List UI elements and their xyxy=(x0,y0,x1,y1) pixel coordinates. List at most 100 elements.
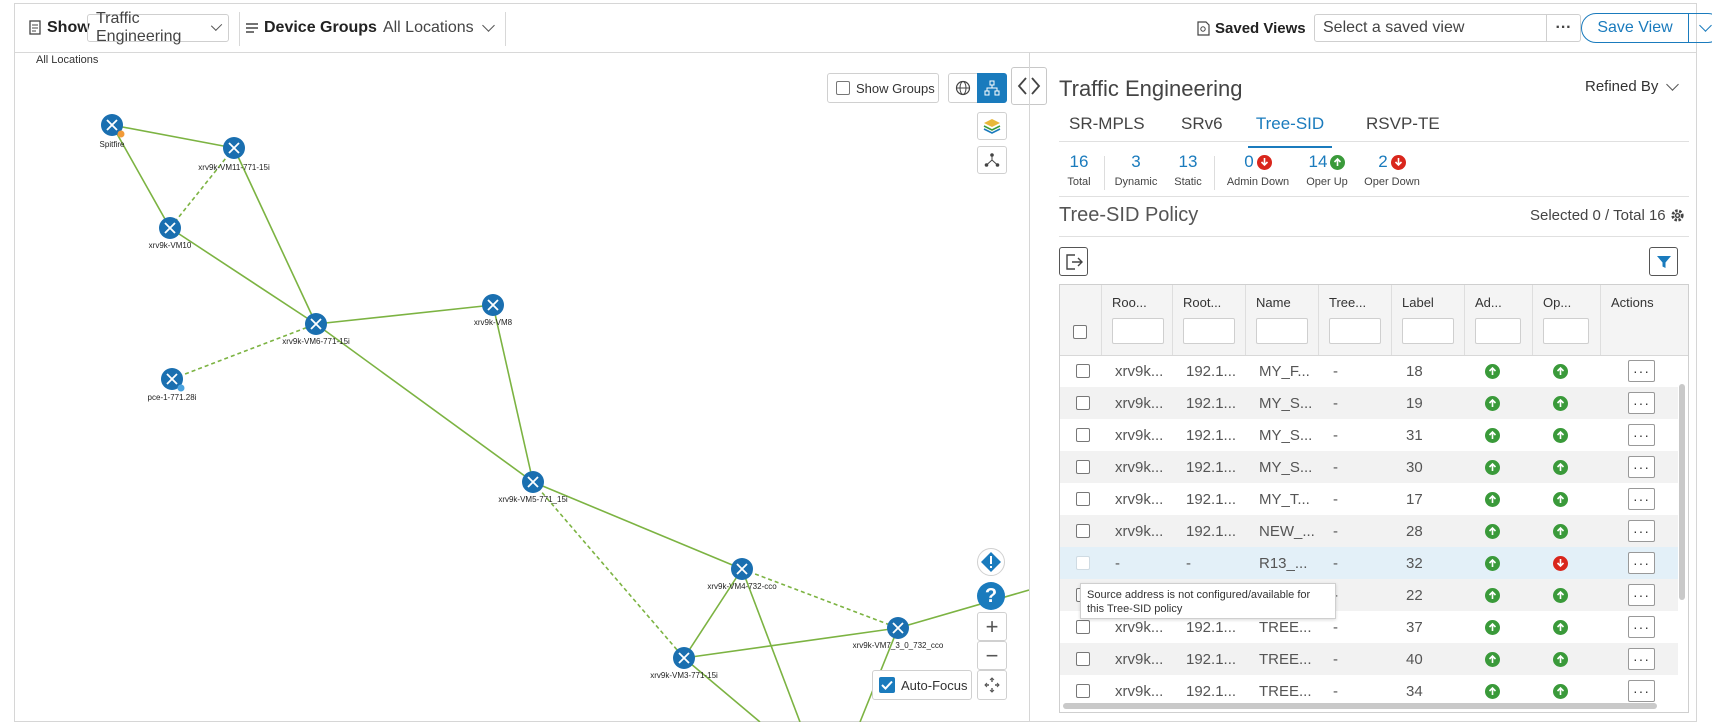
row-select-cell[interactable] xyxy=(1076,355,1090,387)
filter-input-oper[interactable] xyxy=(1543,318,1589,344)
link-dashed[interactable] xyxy=(169,147,235,229)
stat-dynamic[interactable]: 3 Dynamic xyxy=(1111,152,1161,188)
fit-view-button[interactable] xyxy=(977,670,1007,700)
cell-actions[interactable]: ··· xyxy=(1628,355,1655,387)
link[interactable] xyxy=(683,657,761,722)
row-checkbox[interactable] xyxy=(1076,652,1090,666)
column-header-label[interactable]: Label xyxy=(1392,285,1465,355)
row-actions-button[interactable]: ··· xyxy=(1628,488,1655,510)
row-select-cell[interactable] xyxy=(1076,451,1090,483)
link-dashed[interactable] xyxy=(171,323,317,380)
stat-total[interactable]: 16 Total xyxy=(1064,152,1094,188)
row-select-cell[interactable] xyxy=(1076,515,1090,547)
filter-button[interactable] xyxy=(1649,247,1678,276)
row-select-cell[interactable] xyxy=(1076,419,1090,451)
row-select-cell[interactable] xyxy=(1076,611,1090,643)
save-view-button[interactable]: Save View xyxy=(1581,13,1689,43)
router-node-vm7[interactable]: xrv9k-VM7_3_0_732_cco xyxy=(853,617,944,650)
link-dashed[interactable] xyxy=(532,481,685,659)
filter-input-name[interactable] xyxy=(1256,318,1308,344)
auto-focus-checkbox[interactable] xyxy=(879,677,895,693)
zoom-out-button[interactable]: − xyxy=(977,641,1007,670)
column-header-oper[interactable]: Op... xyxy=(1533,285,1601,355)
table-row[interactable]: xrv9k... 192.1... MY_S... - 31 ··· xyxy=(1060,419,1678,451)
filter-input-root-address[interactable] xyxy=(1183,318,1235,344)
filter-input-admin[interactable] xyxy=(1475,318,1521,344)
router-node-vm5[interactable]: xrv9k-VM5-771_15i xyxy=(498,471,568,504)
layers-button[interactable] xyxy=(977,112,1007,140)
stat-admin-down[interactable]: 0 Admin Down xyxy=(1225,152,1291,188)
link[interactable] xyxy=(233,147,317,325)
row-checkbox[interactable] xyxy=(1076,492,1090,506)
router-node-vm6[interactable]: xrv9k-VM6-771-15i xyxy=(282,313,350,346)
router-node-vm11[interactable]: xrv9k-VM11-771-15i xyxy=(198,137,270,172)
column-header-root-node[interactable]: Roo... xyxy=(1102,285,1173,355)
link[interactable] xyxy=(492,304,534,483)
link[interactable] xyxy=(111,124,171,229)
row-checkbox[interactable] xyxy=(1076,620,1090,634)
saved-view-select[interactable]: Select a saved view xyxy=(1314,14,1547,42)
logical-view-button[interactable] xyxy=(977,73,1007,103)
table-row[interactable]: xrv9k... 192.1... MY_F... - 18 ··· xyxy=(1060,355,1678,387)
row-actions-button[interactable]: ··· xyxy=(1628,360,1655,382)
filter-input-label[interactable] xyxy=(1402,318,1454,344)
row-select-cell[interactable] xyxy=(1076,547,1090,579)
link[interactable] xyxy=(315,323,534,483)
row-select-cell[interactable] xyxy=(1076,483,1090,515)
layout-button[interactable] xyxy=(977,146,1007,174)
select-all-checkbox[interactable] xyxy=(1073,325,1087,339)
show-select[interactable]: Traffic Engineering xyxy=(87,10,229,45)
table-vertical-scrollbar[interactable] xyxy=(1679,384,1685,600)
cell-actions[interactable]: ··· xyxy=(1628,451,1655,483)
table-horizontal-scrollbar[interactable] xyxy=(1063,703,1657,709)
row-actions-button[interactable]: ··· xyxy=(1628,424,1655,446)
table-row[interactable]: xrv9k... 192.1... TREE... - 40 ··· xyxy=(1060,643,1678,675)
gear-icon[interactable] xyxy=(1670,208,1685,223)
link[interactable] xyxy=(315,304,494,325)
table-row[interactable]: xrv9k... 192.1... NEW_... - 28 ··· xyxy=(1060,515,1678,547)
row-actions-button[interactable]: ··· xyxy=(1628,456,1655,478)
row-actions-button[interactable]: ··· xyxy=(1628,616,1655,638)
row-checkbox[interactable] xyxy=(1076,684,1090,698)
row-select-cell[interactable] xyxy=(1076,675,1090,707)
help-icon[interactable]: ? xyxy=(977,582,1005,610)
table-row[interactable]: - - R13_... - 32 ··· xyxy=(1060,547,1678,579)
router-node-vm3[interactable]: xrv9k-VM3-771-15i xyxy=(650,647,718,680)
router-node-vm8[interactable]: xrv9k-VM8 xyxy=(474,294,513,327)
table-row[interactable]: xrv9k... 192.1... MY_S... - 30 ··· xyxy=(1060,451,1678,483)
row-checkbox[interactable] xyxy=(1076,396,1090,410)
tab-tree-sid[interactable]: Tree-SID xyxy=(1248,114,1332,148)
zoom-in-button[interactable]: + xyxy=(977,612,1007,641)
router-node-vm4[interactable]: xrv9k-VM4-732-cco xyxy=(707,558,777,591)
link[interactable] xyxy=(169,227,317,325)
row-actions-button[interactable]: ··· xyxy=(1628,392,1655,414)
stat-oper-up[interactable]: 14 Oper Up xyxy=(1303,152,1351,188)
link[interactable] xyxy=(683,568,743,659)
cell-actions[interactable]: ··· xyxy=(1628,579,1655,611)
link[interactable] xyxy=(897,589,1029,629)
export-button[interactable] xyxy=(1059,247,1088,276)
cell-actions[interactable]: ··· xyxy=(1628,643,1655,675)
cell-actions[interactable]: ··· xyxy=(1628,611,1655,643)
tab-srv6[interactable]: SRv6 xyxy=(1181,114,1223,146)
row-select-cell[interactable] xyxy=(1076,643,1090,675)
column-header-root-address[interactable]: Root... xyxy=(1173,285,1246,355)
link[interactable] xyxy=(532,481,743,570)
row-checkbox[interactable] xyxy=(1076,460,1090,474)
stat-oper-down[interactable]: 2 Oper Down xyxy=(1363,152,1421,188)
table-row[interactable]: xrv9k... 192.1... MY_S... - 19 ··· xyxy=(1060,387,1678,419)
table-row[interactable]: xrv9k... 192.1... TREE... - 34 ··· xyxy=(1060,675,1678,707)
topology-map[interactable]: Spitfire xrv9k-VM11-771-15i xrv9k-VM10 x… xyxy=(15,52,1029,722)
tab-rsvp-te[interactable]: RSVP-TE xyxy=(1366,114,1440,146)
link[interactable] xyxy=(683,627,899,659)
router-node-pce[interactable]: pce-1-771.28i xyxy=(148,368,197,402)
column-header-tree[interactable]: Tree... xyxy=(1319,285,1392,355)
show-groups-checkbox[interactable] xyxy=(836,81,850,95)
row-actions-button[interactable]: ··· xyxy=(1628,552,1655,574)
row-checkbox[interactable] xyxy=(1076,364,1090,378)
cell-actions[interactable]: ··· xyxy=(1628,547,1655,579)
row-select-cell[interactable] xyxy=(1076,387,1090,419)
cell-actions[interactable]: ··· xyxy=(1628,483,1655,515)
geo-view-button[interactable] xyxy=(948,73,978,103)
cell-actions[interactable]: ··· xyxy=(1628,387,1655,419)
